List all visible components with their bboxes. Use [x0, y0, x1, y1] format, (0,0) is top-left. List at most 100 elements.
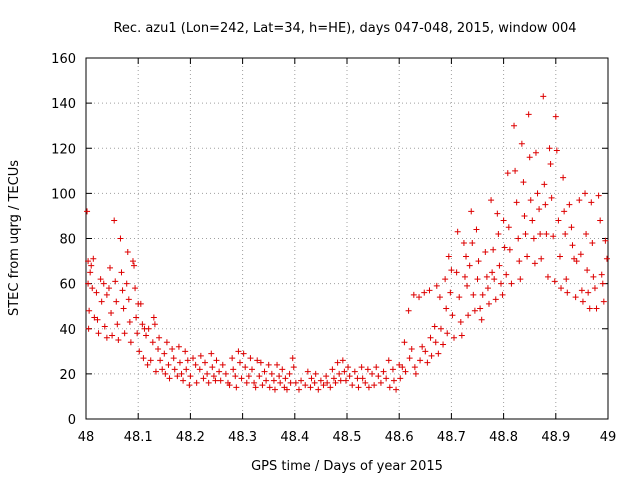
- data-point: [247, 355, 254, 362]
- data-point: [190, 355, 197, 362]
- data-point: [419, 343, 426, 350]
- data-point: [292, 379, 299, 386]
- y-tick-label: 140: [51, 97, 76, 112]
- data-point: [175, 343, 182, 350]
- data-point: [245, 373, 252, 380]
- data-point: [397, 375, 404, 382]
- data-point: [200, 375, 207, 382]
- data-point: [86, 307, 93, 314]
- data-point: [458, 332, 465, 339]
- data-point: [210, 373, 217, 380]
- data-point: [499, 291, 506, 298]
- data-point: [463, 253, 470, 260]
- data-point: [600, 298, 607, 305]
- data-point: [447, 289, 454, 296]
- data-point: [526, 154, 533, 161]
- data-point: [180, 377, 187, 384]
- data-point: [488, 197, 495, 204]
- data-point: [216, 368, 223, 375]
- data-point: [602, 237, 609, 244]
- data-point: [576, 197, 583, 204]
- data-point: [385, 357, 392, 364]
- data-point: [546, 145, 553, 152]
- data-point: [485, 300, 492, 307]
- data-point: [457, 318, 464, 325]
- data-point: [240, 350, 247, 357]
- data-point: [431, 323, 438, 330]
- data-point: [469, 240, 476, 247]
- data-point: [495, 230, 502, 237]
- data-point: [583, 230, 590, 237]
- data-point: [435, 350, 442, 357]
- data-point: [143, 332, 150, 339]
- data-point: [88, 262, 95, 269]
- data-point: [561, 208, 568, 215]
- data-point: [558, 285, 565, 292]
- data-point: [537, 230, 544, 237]
- x-tick-label: 48: [78, 430, 95, 445]
- data-point: [84, 208, 91, 215]
- data-point: [598, 271, 605, 278]
- data-point: [417, 357, 424, 364]
- data-point: [279, 366, 286, 373]
- data-point: [428, 352, 435, 359]
- data-point: [466, 262, 473, 269]
- data-point: [261, 368, 268, 375]
- data-point: [329, 366, 336, 373]
- data-point: [597, 217, 604, 224]
- data-point: [171, 366, 178, 373]
- data-point: [572, 294, 579, 301]
- data-point: [230, 366, 237, 373]
- data-point: [118, 269, 125, 276]
- data-point: [91, 314, 98, 321]
- data-point: [449, 312, 456, 319]
- data-point: [448, 267, 455, 274]
- data-point: [103, 291, 110, 298]
- data-point: [127, 339, 134, 346]
- data-point: [588, 199, 595, 206]
- data-point: [548, 194, 555, 201]
- data-point: [416, 294, 423, 301]
- data-point: [276, 373, 283, 380]
- data-point: [482, 249, 489, 256]
- data-point: [437, 325, 444, 332]
- data-point: [453, 269, 460, 276]
- data-point: [232, 373, 239, 380]
- data-point: [515, 235, 522, 242]
- data-point: [497, 280, 504, 287]
- data-point: [440, 341, 447, 348]
- data-point: [174, 373, 181, 380]
- data-point: [386, 384, 393, 391]
- data-point: [525, 111, 532, 118]
- data-point: [134, 330, 141, 337]
- y-tick-label: 100: [51, 187, 76, 202]
- data-point: [349, 382, 356, 389]
- data-point: [547, 161, 554, 168]
- data-point: [410, 291, 417, 298]
- data-point: [152, 368, 159, 375]
- x-tick-label: 48.2: [176, 430, 205, 445]
- data-point: [442, 276, 449, 283]
- data-point: [531, 260, 538, 267]
- data-point: [295, 386, 302, 393]
- data-point: [396, 361, 403, 368]
- data-point: [566, 201, 573, 208]
- data-point: [527, 197, 534, 204]
- data-point: [166, 375, 173, 382]
- data-point: [155, 346, 162, 353]
- data-point: [287, 379, 294, 386]
- data-point: [233, 384, 240, 391]
- data-point: [307, 384, 314, 391]
- data-point: [298, 377, 305, 384]
- data-point: [579, 298, 586, 305]
- data-point: [364, 366, 371, 373]
- data-point: [334, 359, 341, 366]
- data-point: [505, 224, 512, 231]
- data-point: [85, 325, 92, 332]
- data-point: [585, 289, 592, 296]
- data-point: [87, 269, 94, 276]
- data-point: [540, 93, 547, 100]
- data-point: [551, 278, 558, 285]
- data-point: [538, 255, 545, 262]
- data-point: [251, 379, 258, 386]
